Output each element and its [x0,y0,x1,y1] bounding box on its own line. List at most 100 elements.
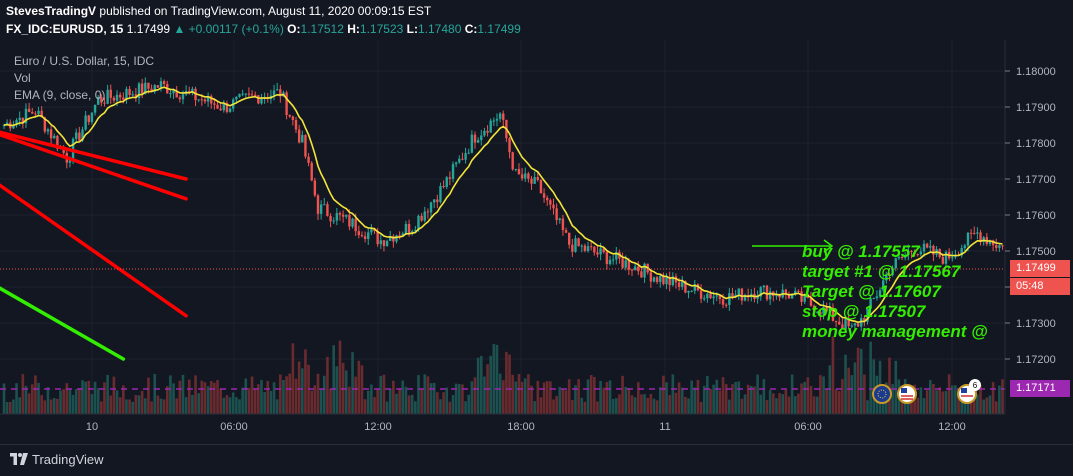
candle [677,282,681,287]
candle [703,298,706,300]
volume-bar [998,385,1001,414]
candle [549,200,552,205]
candle [250,94,254,96]
volume-bar [772,393,775,414]
candle [888,274,891,276]
volume-bar [552,399,555,414]
candle [483,130,486,136]
published-line: StevesTradingV published on TradingView.… [6,4,431,18]
volume-bar [555,395,558,414]
volume-bar [916,397,920,414]
volume-bar [370,384,373,414]
candle [900,256,904,258]
volume-bar [65,383,69,414]
low-value: 1.17480 [417,22,462,36]
volume-bar [492,343,496,414]
volume-bar [401,380,405,414]
volume-bar [527,374,530,414]
y-tick-label: 1.17300 [1016,318,1056,330]
candle [156,85,160,88]
volume-bar [652,398,656,414]
volume-bar [458,383,461,414]
y-tick-label: 1.17600 [1016,210,1056,222]
volume-bar [12,399,15,414]
volume-bar [464,401,467,414]
volume-bar [216,379,219,414]
volume-bar [100,401,103,414]
legend-title: Euro / U.S. Dollar, 15, IDC [14,54,155,68]
candle [448,177,452,179]
volume-bar [508,354,511,414]
volume-level-tag: 1.17171 [1010,380,1070,397]
volume-bar [338,340,342,414]
candle [134,94,138,98]
volume-bar [385,401,389,414]
candle [725,304,728,306]
candle [354,218,357,232]
candle [665,276,668,285]
tradingview-logo-icon[interactable] [10,453,28,465]
candle [803,294,806,302]
volume-bar [687,398,690,414]
volume-bar [709,388,712,414]
y-tick-label: 1.18100 [1016,40,1056,42]
candle [681,280,684,287]
candle [816,311,819,313]
candle [586,246,590,251]
volume-bar [894,360,898,414]
candle [140,83,144,94]
candle [313,180,317,196]
volume-bar [1001,379,1004,414]
candle [275,89,279,91]
volume-bar [206,386,210,414]
candle [216,104,219,109]
volume-bar [257,384,260,414]
volume-bar [266,380,270,414]
volume-bar [332,345,335,414]
candle [885,274,888,281]
volume-bar [520,381,524,414]
candle [668,276,671,286]
tradingview-brand[interactable]: TradingView [32,452,104,467]
candle [122,97,125,100]
volume-bar [549,381,552,414]
candle [407,223,411,234]
candle [131,94,134,96]
candle [291,116,295,121]
volume-bar [398,388,401,414]
volume-bar [668,395,671,414]
candle [244,93,247,95]
volume-bar [577,379,580,414]
volume-bar [696,379,700,414]
volume-bar [351,352,354,414]
candle [828,307,832,312]
candle [530,178,533,184]
low-label: L: [406,22,418,36]
candle [662,275,665,285]
y-tick-label: 1.17700 [1016,174,1056,186]
y-tick-label: 1.17500 [1016,246,1056,258]
candle [84,115,87,130]
candle [200,99,204,101]
candle [414,229,417,232]
high-label: H: [347,22,360,36]
x-tick-label: 06:00 [220,421,248,433]
candle [687,290,690,293]
volume-bar [963,394,967,414]
volume-bar [263,392,266,414]
candle [288,114,291,117]
candle [175,90,178,98]
candle [53,135,56,139]
volume-bar [137,395,141,414]
candle [527,173,530,179]
candle [385,240,389,247]
volume-bar [382,374,386,414]
volume-bar [756,374,759,414]
candle [605,252,609,265]
candle [787,293,791,299]
candle [819,311,822,315]
candle [951,257,954,259]
symbol: FX_IDC:EURUSD, 15 [6,22,124,36]
